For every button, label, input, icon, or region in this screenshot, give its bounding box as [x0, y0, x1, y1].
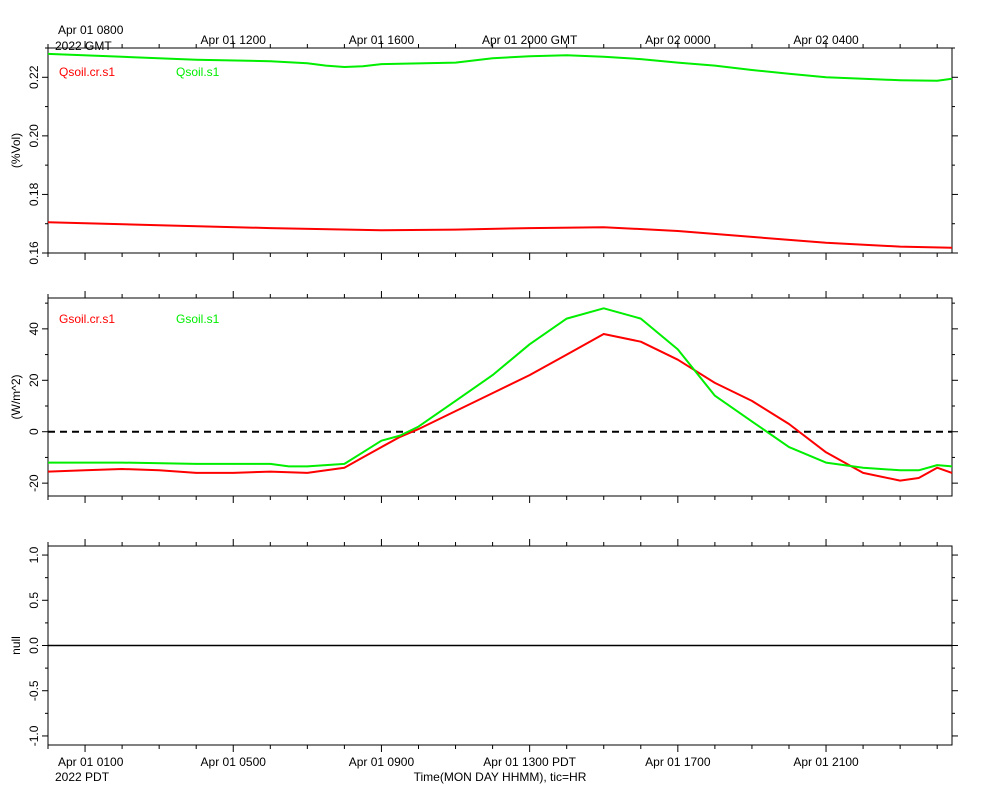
- y-tick-label: 1.0: [27, 546, 41, 563]
- x-axis-label: Time(MON DAY HHMM), tic=HR: [414, 770, 587, 784]
- legend-Gsoil-cr-s1: Gsoil.cr.s1: [59, 312, 115, 326]
- panel-heatflux: -20 0 20 40 (W/m^2) Gsoil.cr.s1 Gsoil.s1: [9, 291, 958, 503]
- gmt-first-label-line1: Apr 01 0800: [58, 23, 124, 37]
- pdt-tick-label: Apr 01 1700: [645, 755, 711, 769]
- y-tick-label: 0.20: [27, 124, 41, 148]
- series-line-Gsoil-cr-s1: [47, 333, 953, 482]
- pdt-first-label-line1: Apr 01 0100: [58, 755, 124, 769]
- gmt-tick-label: Apr 02 0000: [645, 33, 711, 47]
- y-tick-label: 0: [27, 428, 41, 435]
- gmt-first-label-line2: 2022 GMT: [55, 39, 112, 53]
- series-line-Qsoil-cr-s1: [47, 221, 953, 249]
- gmt-tick-label: Apr 01 1600: [349, 33, 415, 47]
- panel-moisture: 0.16 0.18 0.20 0.22 (%Vol) Qsoil.cr.s1 Qsoil.s…: [9, 41, 958, 265]
- y-tick-label: 0.0: [27, 637, 41, 654]
- gmt-tick-labels: Apr 01 1200 Apr 01 1600 Apr 01 2000 GMT Apr…: [201, 33, 859, 47]
- pdt-tick-label: Apr 01 0500: [201, 755, 267, 769]
- gmt-tick-label: Apr 01 2000 GMT: [482, 33, 578, 47]
- panel-null: -1.0 -0.5 0.0 0.5 1.0 null: [9, 539, 958, 752]
- pdt-tick-label: Apr 01 2100: [793, 755, 859, 769]
- series-line-Gsoil-s1: [48, 307, 953, 472]
- y-tick-label: 40: [27, 322, 41, 336]
- legend-Gsoil-s1: Gsoil.s1: [176, 312, 220, 326]
- y-axis-label: (%Vol): [9, 133, 23, 168]
- y-tick-label: -1.0: [27, 725, 41, 746]
- pdt-tick-labels: Apr 01 0500 Apr 01 0900 Apr 01 1300 PDT Apr…: [201, 755, 859, 769]
- y-tick-label: 0.5: [27, 592, 41, 609]
- panel-frame: [47, 297, 953, 497]
- y-tick-label: 0.16: [27, 241, 41, 265]
- legend-Qsoil-s1: Qsoil.s1: [176, 65, 220, 79]
- series-line-Qsoil-s1: [47, 52, 953, 82]
- y-axis-label: (W/m^2): [9, 375, 23, 420]
- y-tick-label: 0.22: [27, 65, 41, 89]
- y-tick-label: -0.5: [27, 680, 41, 701]
- pdt-tick-label: Apr 01 0900: [349, 755, 415, 769]
- y-axis-label: null: [9, 636, 23, 655]
- panels: 0.16 0.18 0.20 0.22 (%Vol) Qsoil.cr.s1 Qsoil.s…: [9, 41, 958, 752]
- gmt-tick-label: Apr 01 1200: [201, 33, 267, 47]
- y-tick-label: 0.18: [27, 182, 41, 206]
- panel-frame: [47, 47, 953, 254]
- pdt-tick-label: Apr 01 1300 PDT: [483, 755, 576, 769]
- gmt-tick-label: Apr 02 0400: [793, 33, 859, 47]
- y-tick-label: 20: [27, 373, 41, 387]
- y-tick-label: -20: [27, 474, 41, 492]
- legend-Qsoil-cr-s1: Qsoil.cr.s1: [59, 65, 115, 79]
- pdt-first-label-line2: 2022 PDT: [55, 770, 110, 784]
